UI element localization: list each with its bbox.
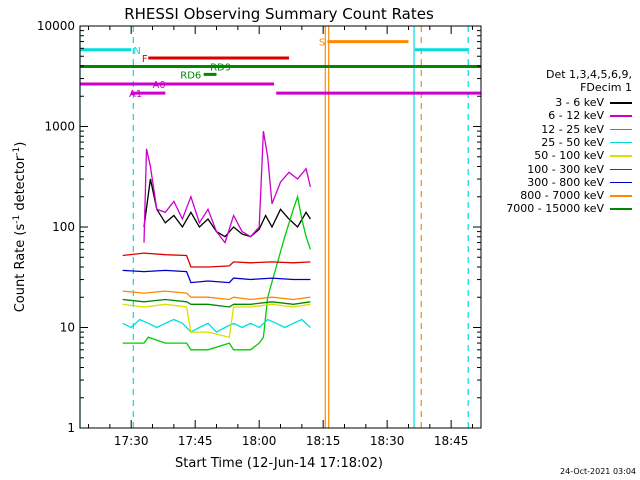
legend-label: 25 - 50 keV [541, 135, 604, 149]
legend-swatch [610, 141, 632, 144]
legend-swatch [610, 155, 632, 157]
legend-swatch [610, 115, 632, 117]
legend-label: 6 - 12 keV [548, 109, 604, 123]
legend-item: 3 - 6 keV [480, 96, 632, 109]
series-line [122, 290, 311, 301]
flag-label: F [142, 54, 148, 65]
legend-label: 800 - 7000 keV [520, 189, 604, 203]
flag-label: RD6 [180, 70, 201, 81]
legend-item: 25 - 50 keV [480, 136, 632, 149]
legend-swatch [610, 195, 632, 197]
flag-label: S [319, 38, 325, 49]
legend-header: Det 1,3,4,5,6,9, FDecim 1 [470, 68, 632, 94]
y-axis-label-mid: detector [13, 155, 28, 215]
timestamp: 24-Oct-2021 03:04 [560, 467, 636, 476]
series-line [122, 303, 311, 338]
legend-swatch [610, 208, 632, 210]
x-tick-label: 18:15 [306, 434, 341, 448]
series-line [143, 178, 311, 238]
legend-item: 50 - 100 keV [480, 149, 632, 162]
flag-label: RD9 [210, 63, 231, 74]
legend-item: 800 - 7000 keV [480, 189, 632, 202]
series-line [122, 194, 312, 351]
series-line [143, 130, 312, 244]
x-tick-label: 17:30 [114, 434, 149, 448]
flag-label: A1 [129, 89, 142, 100]
legend-item: 7000 - 15000 keV [480, 202, 632, 215]
series-line [122, 298, 311, 308]
y-tick-label: 1000 [44, 120, 75, 134]
series-line [122, 269, 311, 284]
legend-label: 3 - 6 keV [555, 96, 604, 109]
legend-swatch [610, 102, 632, 104]
y-axis-label-sup2: -1 [12, 147, 22, 156]
legend-item: 100 - 300 keV [480, 163, 632, 176]
x-tick-label: 18:00 [242, 434, 277, 448]
legend-item: 6 - 12 keV [480, 109, 632, 122]
y-axis-label-end: ) [13, 142, 28, 147]
legend-label: 12 - 25 keV [541, 122, 604, 136]
legend-swatch [610, 181, 632, 184]
y-axis-label-main: Count Rate (s [13, 224, 28, 313]
y-axis-label: Count Rate (s-1 detector-1) [12, 142, 28, 313]
x-tick-label: 18:30 [370, 434, 405, 448]
x-tick-label: 17:45 [178, 434, 213, 448]
y-tick-label: 100 [52, 220, 75, 234]
legend-item: 300 - 800 keV [480, 176, 632, 189]
legend-swatch [610, 168, 632, 170]
series-line [122, 318, 311, 333]
y-tick-label: 1 [67, 421, 75, 435]
chart-title: RHESSI Observing Summary Count Rates [124, 5, 434, 23]
legend-item: 12 - 25 keV [480, 123, 632, 136]
y-axis-label-sup1: -1 [12, 215, 22, 224]
legend-label: 300 - 800 keV [527, 175, 604, 189]
y-tick-label: 10000 [37, 19, 75, 33]
legend-label: 100 - 300 keV [527, 162, 604, 176]
series-line [122, 252, 311, 268]
legend-swatch [610, 128, 632, 131]
legend-label: 7000 - 15000 keV [506, 202, 604, 216]
legend-header-line2: FDecim 1 [580, 81, 632, 94]
legend-label: 50 - 100 keV [534, 149, 604, 163]
legend-header-line1: Det 1,3,4,5,6,9, [545, 68, 632, 81]
y-tick-label: 10 [60, 321, 75, 335]
flag-label: N [133, 46, 140, 57]
x-axis-label: Start Time (12-Jun-14 17:18:02) [175, 456, 383, 471]
flag-label: A0 [153, 80, 166, 91]
x-tick-label: 18:45 [434, 434, 469, 448]
